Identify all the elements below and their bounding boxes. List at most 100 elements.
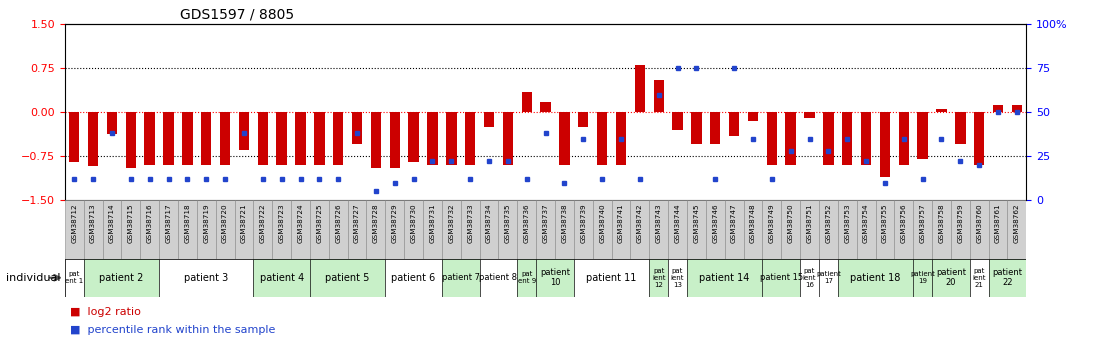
Bar <box>955 112 966 144</box>
Text: GSM38720: GSM38720 <box>222 203 228 243</box>
FancyBboxPatch shape <box>367 200 386 259</box>
Text: patient 18: patient 18 <box>851 273 901 283</box>
FancyBboxPatch shape <box>197 200 216 259</box>
FancyBboxPatch shape <box>386 259 442 297</box>
Bar <box>786 112 796 165</box>
FancyBboxPatch shape <box>461 200 480 259</box>
FancyBboxPatch shape <box>65 259 84 297</box>
Text: GSM38761: GSM38761 <box>995 203 1001 243</box>
Text: GSM38733: GSM38733 <box>467 203 473 243</box>
FancyBboxPatch shape <box>932 200 951 259</box>
Text: patient
20: patient 20 <box>936 268 966 287</box>
FancyBboxPatch shape <box>837 200 856 259</box>
FancyBboxPatch shape <box>310 259 386 297</box>
Bar <box>144 112 155 165</box>
Bar <box>540 101 551 112</box>
Text: GSM38745: GSM38745 <box>693 203 700 243</box>
FancyBboxPatch shape <box>612 200 631 259</box>
FancyBboxPatch shape <box>800 259 819 297</box>
Text: GSM38713: GSM38713 <box>91 203 96 243</box>
FancyBboxPatch shape <box>84 259 159 297</box>
Bar <box>220 112 230 165</box>
Text: patient 6: patient 6 <box>391 273 436 283</box>
Bar <box>748 112 758 121</box>
Bar <box>672 112 683 130</box>
FancyBboxPatch shape <box>669 259 686 297</box>
FancyBboxPatch shape <box>988 259 1026 297</box>
Bar <box>729 112 739 136</box>
Text: GSM38742: GSM38742 <box>637 203 643 243</box>
Text: GSM38715: GSM38715 <box>127 203 134 243</box>
Text: GDS1597 / 8805: GDS1597 / 8805 <box>180 8 294 22</box>
Text: GSM38751: GSM38751 <box>806 203 813 243</box>
FancyBboxPatch shape <box>574 200 593 259</box>
Bar <box>163 112 173 165</box>
FancyBboxPatch shape <box>499 200 518 259</box>
Text: GSM38746: GSM38746 <box>712 203 718 243</box>
Bar <box>578 112 588 127</box>
FancyBboxPatch shape <box>913 259 932 297</box>
Text: patient 14: patient 14 <box>700 273 750 283</box>
Text: GSM38719: GSM38719 <box>203 203 209 243</box>
Text: GSM38743: GSM38743 <box>655 203 662 243</box>
FancyBboxPatch shape <box>442 200 461 259</box>
Text: GSM38752: GSM38752 <box>825 203 832 243</box>
Bar <box>88 112 98 166</box>
FancyBboxPatch shape <box>518 200 537 259</box>
Text: GSM38762: GSM38762 <box>1014 203 1020 243</box>
Bar <box>899 112 909 165</box>
Bar <box>804 112 815 118</box>
Text: GSM38716: GSM38716 <box>146 203 153 243</box>
FancyBboxPatch shape <box>442 259 480 297</box>
Bar <box>918 112 928 159</box>
Text: pat
ient
16: pat ient 16 <box>803 268 816 288</box>
FancyBboxPatch shape <box>875 200 894 259</box>
Bar <box>257 112 268 165</box>
Bar <box>710 112 720 144</box>
Bar <box>371 112 381 168</box>
Text: ■  log2 ratio: ■ log2 ratio <box>70 307 141 317</box>
Bar <box>69 112 79 162</box>
FancyBboxPatch shape <box>800 200 819 259</box>
Text: patient
22: patient 22 <box>993 268 1023 287</box>
Bar <box>484 112 494 127</box>
Text: GSM38740: GSM38740 <box>599 203 605 243</box>
Text: GSM38731: GSM38731 <box>429 203 436 243</box>
FancyBboxPatch shape <box>122 200 140 259</box>
Text: GSM38732: GSM38732 <box>448 203 454 243</box>
FancyBboxPatch shape <box>913 200 932 259</box>
FancyBboxPatch shape <box>894 200 913 259</box>
Text: patient 15: patient 15 <box>759 273 803 282</box>
Text: GSM38749: GSM38749 <box>769 203 775 243</box>
FancyBboxPatch shape <box>819 259 837 297</box>
Text: GSM38755: GSM38755 <box>882 203 888 243</box>
Bar <box>446 112 456 165</box>
Text: patient 8: patient 8 <box>480 273 518 282</box>
FancyBboxPatch shape <box>386 200 405 259</box>
FancyBboxPatch shape <box>254 200 272 259</box>
Bar <box>559 112 570 165</box>
Text: GSM38730: GSM38730 <box>410 203 417 243</box>
Bar <box>125 112 136 168</box>
Bar <box>333 112 343 165</box>
Text: GSM38738: GSM38738 <box>561 203 568 243</box>
Text: GSM38747: GSM38747 <box>731 203 737 243</box>
Text: GSM38721: GSM38721 <box>241 203 247 243</box>
FancyBboxPatch shape <box>593 200 612 259</box>
Text: GSM38717: GSM38717 <box>165 203 171 243</box>
Text: GSM38722: GSM38722 <box>259 203 266 243</box>
Text: GSM38741: GSM38741 <box>618 203 624 243</box>
Text: pat
ient
21: pat ient 21 <box>973 268 986 288</box>
FancyBboxPatch shape <box>856 200 875 259</box>
Text: GSM38758: GSM38758 <box>938 203 945 243</box>
FancyBboxPatch shape <box>686 200 705 259</box>
FancyBboxPatch shape <box>762 259 800 297</box>
Text: patient 2: patient 2 <box>100 273 143 283</box>
FancyBboxPatch shape <box>84 200 103 259</box>
FancyBboxPatch shape <box>405 200 423 259</box>
FancyBboxPatch shape <box>216 200 235 259</box>
FancyBboxPatch shape <box>686 259 762 297</box>
Bar <box>295 112 305 165</box>
Bar <box>691 112 702 144</box>
FancyBboxPatch shape <box>272 200 291 259</box>
